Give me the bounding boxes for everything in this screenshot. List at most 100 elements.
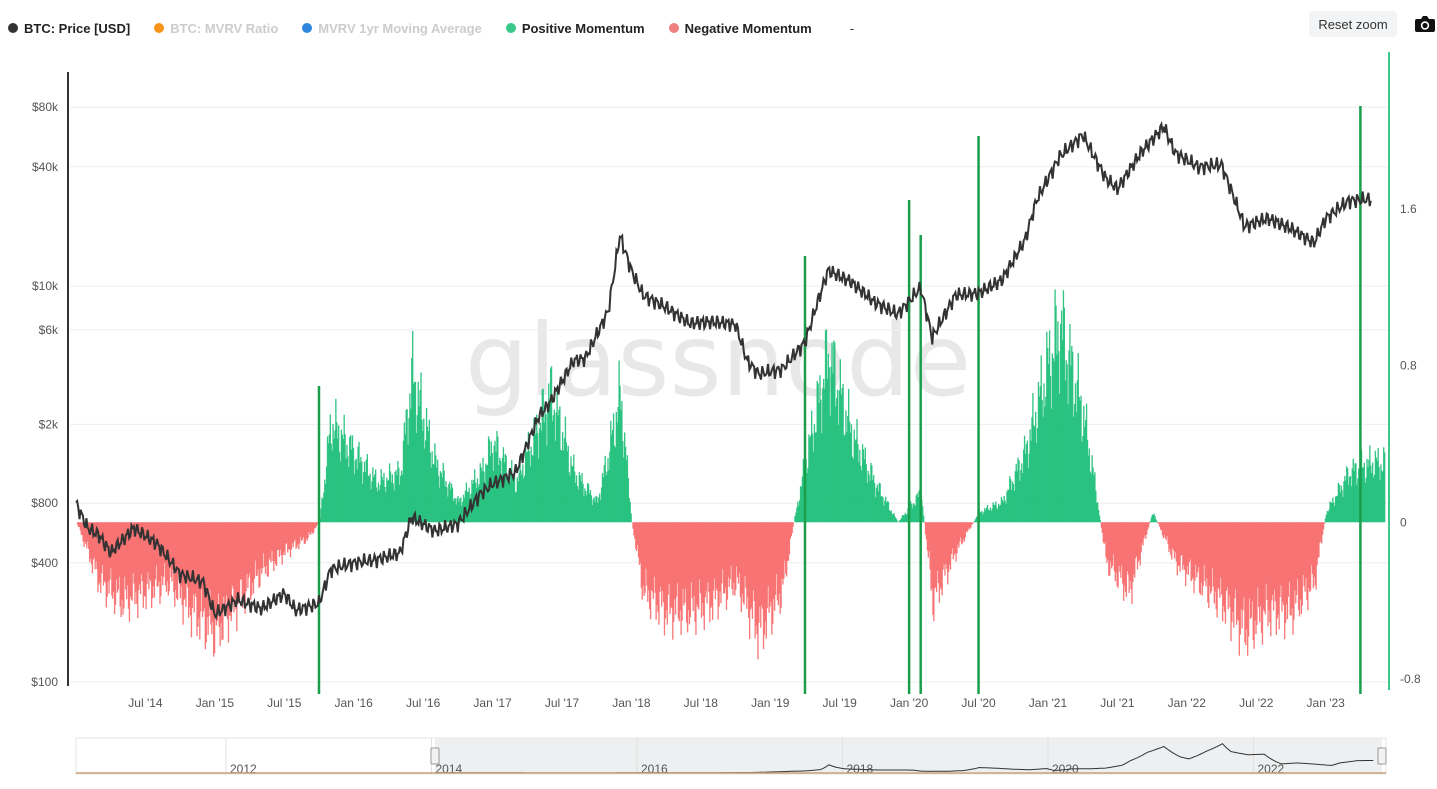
- momentum-bar-1281: [1261, 522, 1264, 645]
- legend-dot-positive: [505, 23, 516, 33]
- momentum-bar-1363: [1337, 482, 1340, 523]
- momentum-bar-785: [802, 459, 804, 523]
- momentum-bar-204: [264, 522, 267, 574]
- momentum-bar-874: [885, 496, 887, 523]
- momentum-bar-936: [942, 522, 944, 570]
- momentum-bar-159: [223, 522, 225, 597]
- momentum-bar-1235: [1219, 522, 1221, 598]
- momentum-bar-307: [360, 456, 362, 523]
- momentum-bar-724: [746, 522, 748, 609]
- momentum-bar-10: [85, 522, 87, 545]
- momentum-bar-943: [948, 522, 951, 565]
- momentum-bar-1321: [1298, 522, 1301, 617]
- momentum-bar-251: [308, 522, 310, 532]
- momentum-bar-323: [374, 469, 377, 523]
- navigator-handle-0[interactable]: [430, 747, 440, 765]
- momentum-bar-977: [980, 511, 982, 523]
- momentum-bar-959: [963, 522, 966, 542]
- navigator-handle-1[interactable]: [1377, 747, 1387, 765]
- momentum-bar-299: [352, 447, 355, 523]
- momentum-bar-1301: [1280, 522, 1282, 586]
- momentum-bar-399: [445, 481, 447, 523]
- momentum-bar-180: [242, 522, 244, 600]
- momentum-bar-410: [455, 504, 457, 523]
- legend-item-mvrv[interactable]: BTC: MVRV Ratio: [154, 21, 278, 36]
- momentum-bar-684: [709, 522, 711, 623]
- legend-item-mvrv-ma[interactable]: MVRV 1yr Moving Average: [302, 21, 482, 36]
- momentum-bar-860: [872, 479, 874, 523]
- momentum-bar-38: [111, 522, 113, 596]
- momentum-bar-827: [841, 387, 843, 523]
- momentum-bar-1249: [1232, 522, 1234, 613]
- legend-extra[interactable]: -: [849, 20, 855, 36]
- momentum-bar-16: [90, 522, 93, 565]
- momentum-bar-42: [114, 522, 117, 605]
- momentum-bar-1306: [1284, 522, 1287, 623]
- momentum-bar-765: [784, 522, 786, 561]
- legend-item-price[interactable]: BTC: Price [USD]: [8, 21, 130, 36]
- momentum-bar-475: [515, 491, 518, 523]
- momentum-bar-771: [789, 522, 792, 539]
- camera-icon[interactable]: [1414, 14, 1436, 34]
- momentum-bar-743: [763, 522, 766, 635]
- price-line: [75, 120, 1372, 621]
- momentum-bar-820: [835, 406, 837, 523]
- momentum-bar-767: [786, 522, 788, 577]
- momentum-bar-132: [198, 522, 200, 619]
- momentum-bar-198: [259, 522, 261, 587]
- momentum-bar-250: [307, 522, 309, 538]
- momentum-bar-1148: [1138, 522, 1141, 560]
- momentum-bar-450: [492, 470, 494, 523]
- reset-zoom-button[interactable]: Reset zoom: [1309, 11, 1397, 37]
- momentum-bar-1214: [1199, 522, 1202, 595]
- momentum-bar-95: [163, 522, 166, 564]
- momentum-bar-517: [554, 440, 556, 523]
- momentum-bar-31: [104, 522, 107, 583]
- momentum-bar-473: [513, 475, 516, 523]
- momentum-bar-1061: [1058, 351, 1060, 523]
- momentum-bar-222: [281, 522, 283, 565]
- legend-item-positive[interactable]: Positive Momentum: [505, 21, 645, 36]
- momentum-bar-520: [557, 415, 559, 523]
- momentum-bar-334: [385, 492, 387, 523]
- momentum-bar-545: [580, 481, 582, 523]
- momentum-bar-1203: [1189, 522, 1191, 560]
- navigator[interactable]: 2012 2014 2016 2018 2020 2022: [75, 737, 1387, 776]
- momentum-bar-1407: [1378, 466, 1380, 523]
- momentum-bar-1224: [1209, 522, 1211, 586]
- momentum-bar-342: [392, 483, 394, 523]
- momentum-bar-835: [848, 421, 851, 523]
- momentum-bar-1405: [1376, 460, 1378, 523]
- momentum-bar-569: [602, 477, 605, 523]
- momentum-bar-1399: [1371, 472, 1373, 523]
- momentum-bar-762: [781, 522, 783, 579]
- momentum-bar-989: [991, 508, 993, 523]
- momentum-bar-200: [261, 522, 263, 574]
- momentum-bar-26: [100, 522, 102, 594]
- momentum-bar-418: [462, 494, 465, 523]
- momentum-bar-549: [584, 488, 586, 523]
- momentum-bar-1105: [1098, 515, 1101, 523]
- momentum-bar-1023: [1022, 449, 1025, 523]
- momentum-bar-27: [100, 522, 103, 574]
- momentum-bar-664: [690, 522, 692, 583]
- momentum-bar-186: [248, 522, 250, 578]
- legend-item-negative[interactable]: Negative Momentum: [668, 21, 812, 36]
- momentum-bar-933: [939, 522, 941, 588]
- momentum-bar-469: [510, 470, 512, 523]
- momentum-bar-739: [760, 522, 762, 628]
- momentum-bar-868: [879, 483, 881, 523]
- momentum-bar-985: [987, 509, 990, 523]
- momentum-bar-314: [366, 454, 368, 523]
- momentum-bar-1144: [1134, 522, 1137, 559]
- momentum-bar-102: [170, 522, 172, 578]
- momentum-bar-1382: [1355, 463, 1357, 523]
- momentum-bar-523: [560, 449, 562, 523]
- momentum-bar-1283: [1263, 522, 1265, 612]
- momentum-bar-106: [174, 522, 176, 607]
- momentum-bar-877: [887, 501, 890, 523]
- momentum-bar-1349: [1324, 518, 1327, 523]
- momentum-bar-954: [959, 522, 961, 542]
- momentum-bar-143: [208, 522, 210, 617]
